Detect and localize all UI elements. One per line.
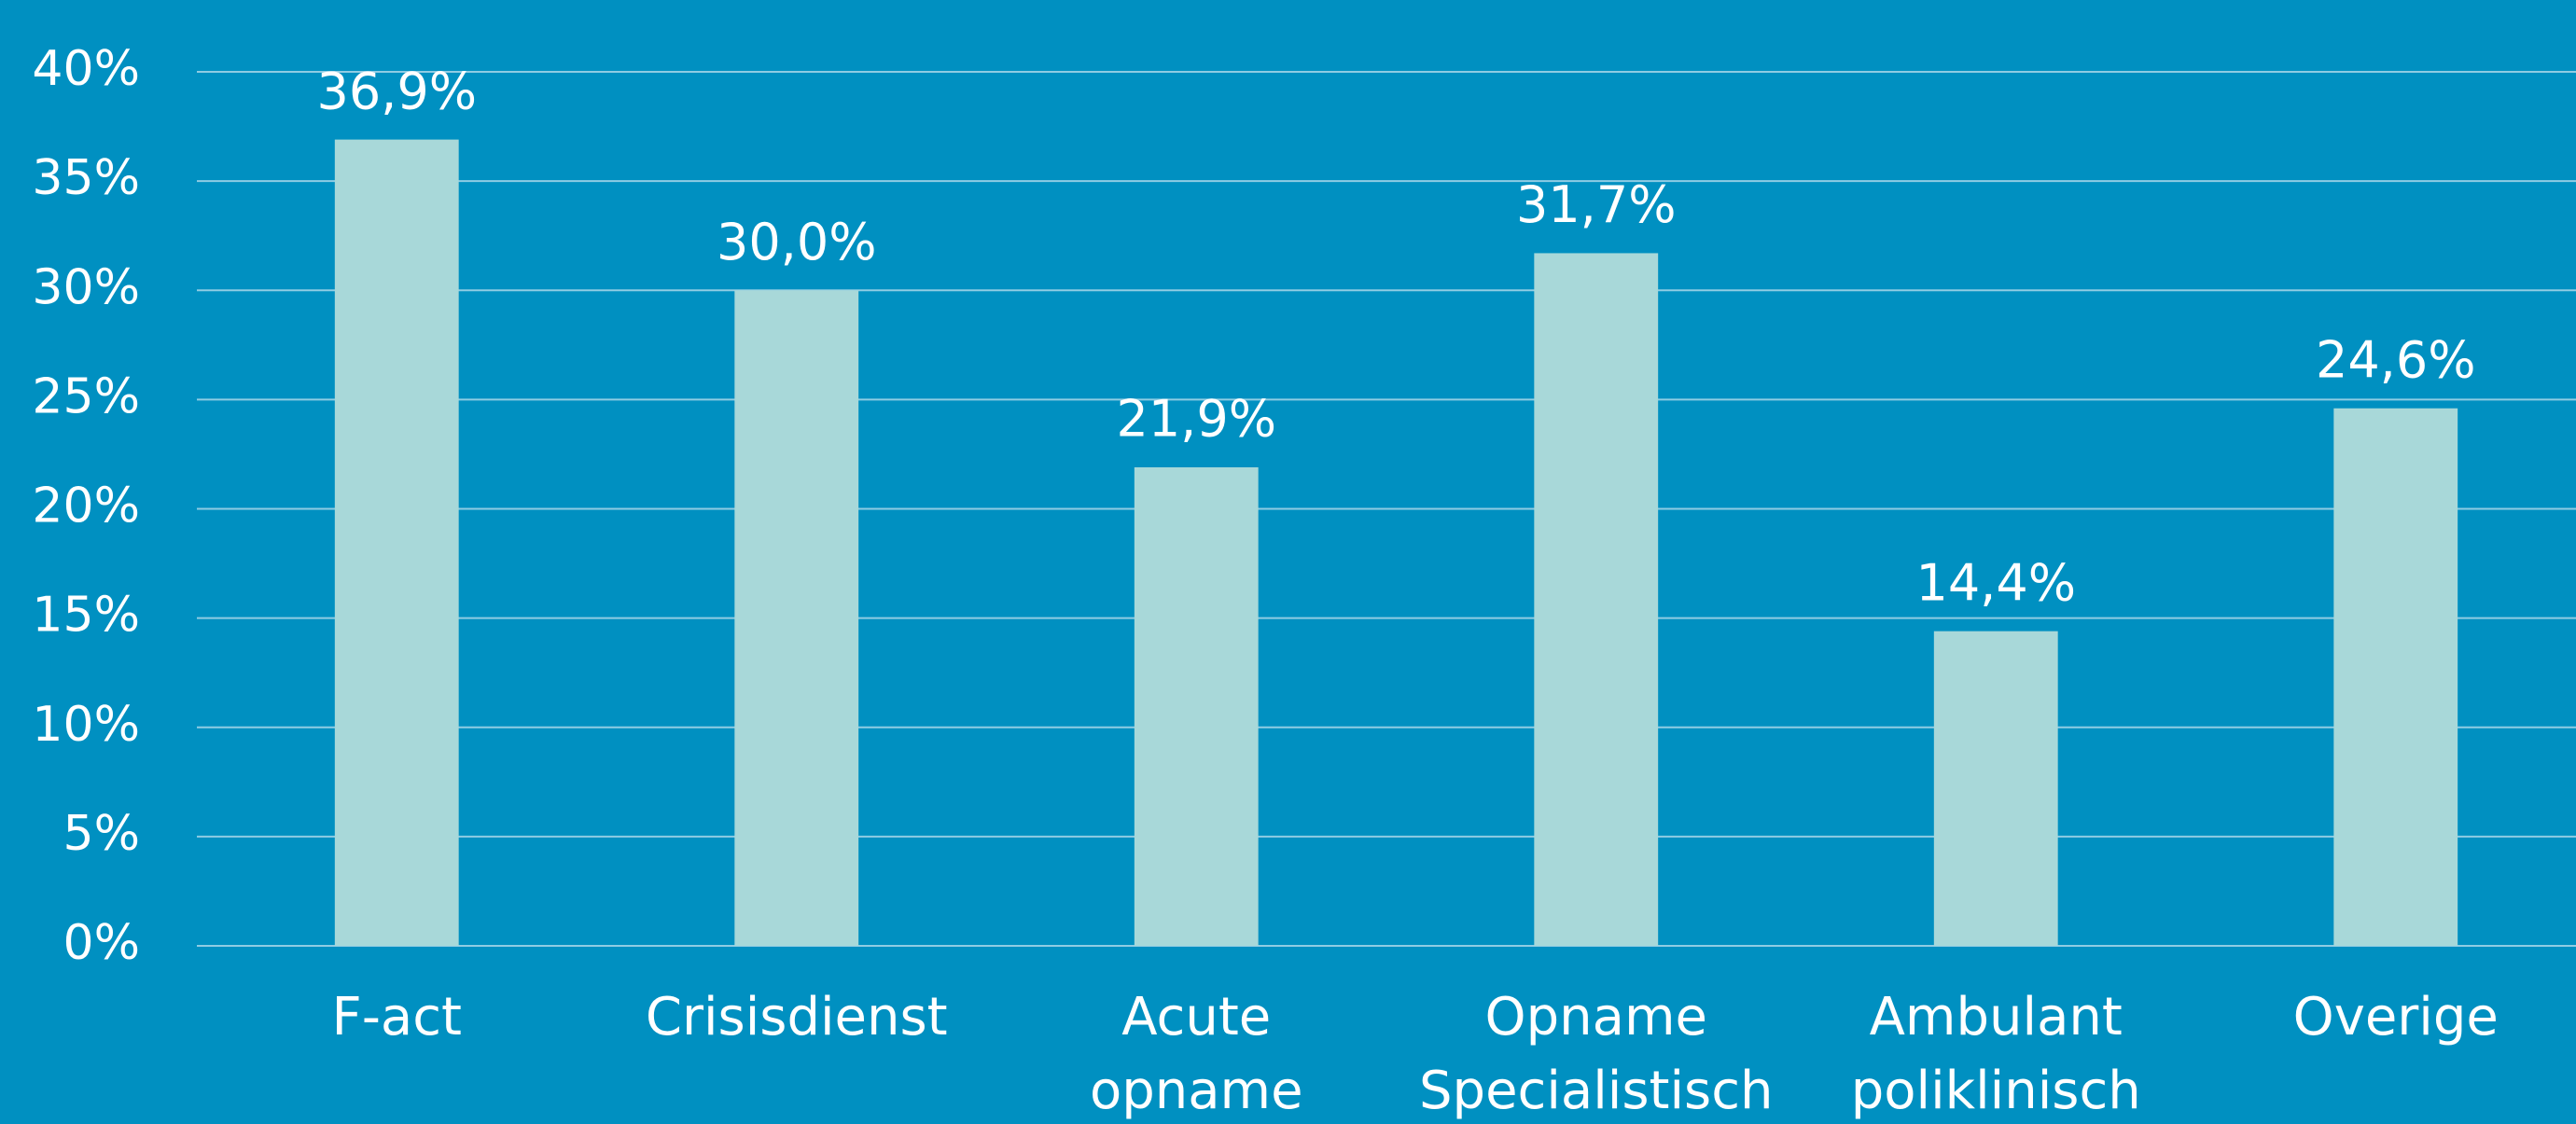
x-tick-label: Specialistisch: [1419, 1061, 1773, 1121]
x-tick-label: Ambulant: [1870, 987, 2123, 1048]
value-label: 31,7%: [1516, 175, 1677, 234]
x-tick-label: Acute: [1121, 987, 1271, 1048]
y-tick-label: 35%: [32, 150, 140, 206]
y-tick-label: 40%: [32, 41, 140, 97]
y-tick-label: 15%: [32, 588, 140, 644]
value-label: 14,4%: [1915, 553, 2076, 612]
y-tick-label: 25%: [32, 368, 140, 424]
y-tick-label: 30%: [32, 259, 140, 315]
x-tick-label: opname: [1090, 1061, 1303, 1121]
y-tick-label: 0%: [63, 915, 141, 971]
y-tick-label: 10%: [32, 697, 140, 753]
bar: [2333, 408, 2458, 946]
value-label: 36,9%: [316, 62, 477, 120]
x-tick-label: Overige: [2293, 987, 2499, 1048]
bar: [1534, 253, 1659, 946]
bar: [1134, 466, 1259, 946]
y-tick-label: 5%: [63, 806, 141, 862]
bar: [734, 290, 859, 946]
x-tick-label: Opname: [1485, 987, 1707, 1048]
bar: [334, 139, 459, 946]
y-tick-label: 20%: [32, 479, 140, 534]
x-tick-label: poliklinisch: [1851, 1061, 2141, 1121]
value-label: 21,9%: [1116, 390, 1276, 449]
x-tick-label: F-act: [332, 987, 462, 1048]
x-tick-label: Crisisdienst: [646, 987, 948, 1048]
value-label: 24,6%: [2316, 330, 2476, 389]
bar: [1933, 631, 2058, 946]
value-label: 30,0%: [717, 213, 877, 271]
